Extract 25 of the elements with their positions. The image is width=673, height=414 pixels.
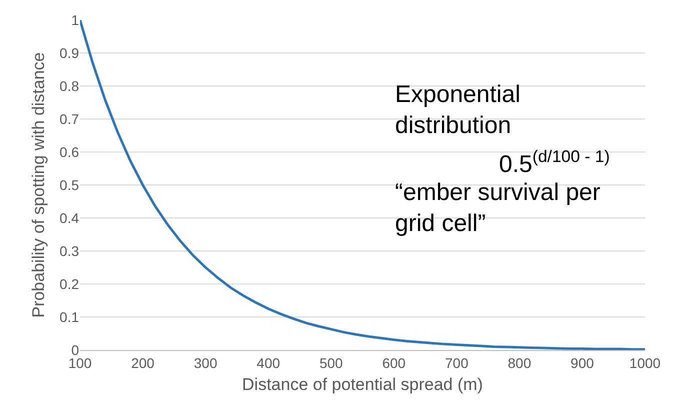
line-series xyxy=(80,20,645,350)
x-tick-label: 400 xyxy=(256,354,280,371)
annotation: Exponential distribution xyxy=(395,81,520,140)
x-axis-title: Distance of potential spread (m) xyxy=(242,375,483,394)
y-axis-title: Probability of spotting with distance xyxy=(29,52,48,318)
annotation: 0.5$^{(d/100 - 1)}$ xyxy=(499,147,610,178)
x-tick-label: 900 xyxy=(570,354,594,371)
x-tick-label: 800 xyxy=(508,354,532,371)
y-tick-label: 0.9 xyxy=(60,44,80,61)
y-tick-label: 0.5 xyxy=(60,176,80,193)
y-tick-label: 0.1 xyxy=(60,308,80,325)
y-tick-label: 0.6 xyxy=(60,144,80,160)
x-tick-label: 600 xyxy=(382,354,406,371)
y-tick-label: 0.4 xyxy=(60,210,80,226)
y-tick-label: 0.8 xyxy=(60,78,80,94)
y-tick-label: 0.2 xyxy=(60,276,80,292)
x-tick-label: 200 xyxy=(131,354,155,371)
annotation: “ember survival per grid cell” xyxy=(395,179,600,238)
y-tick-label: 0.3 xyxy=(60,242,80,259)
x-tick-label: 1000 xyxy=(629,354,661,371)
y-tick-label: 1 xyxy=(71,12,80,28)
x-tick-label: 500 xyxy=(319,354,344,371)
y-tick-label: 0.7 xyxy=(60,110,80,127)
x-tick-label: 700 xyxy=(444,354,469,371)
x-tick-label: 300 xyxy=(194,354,218,371)
